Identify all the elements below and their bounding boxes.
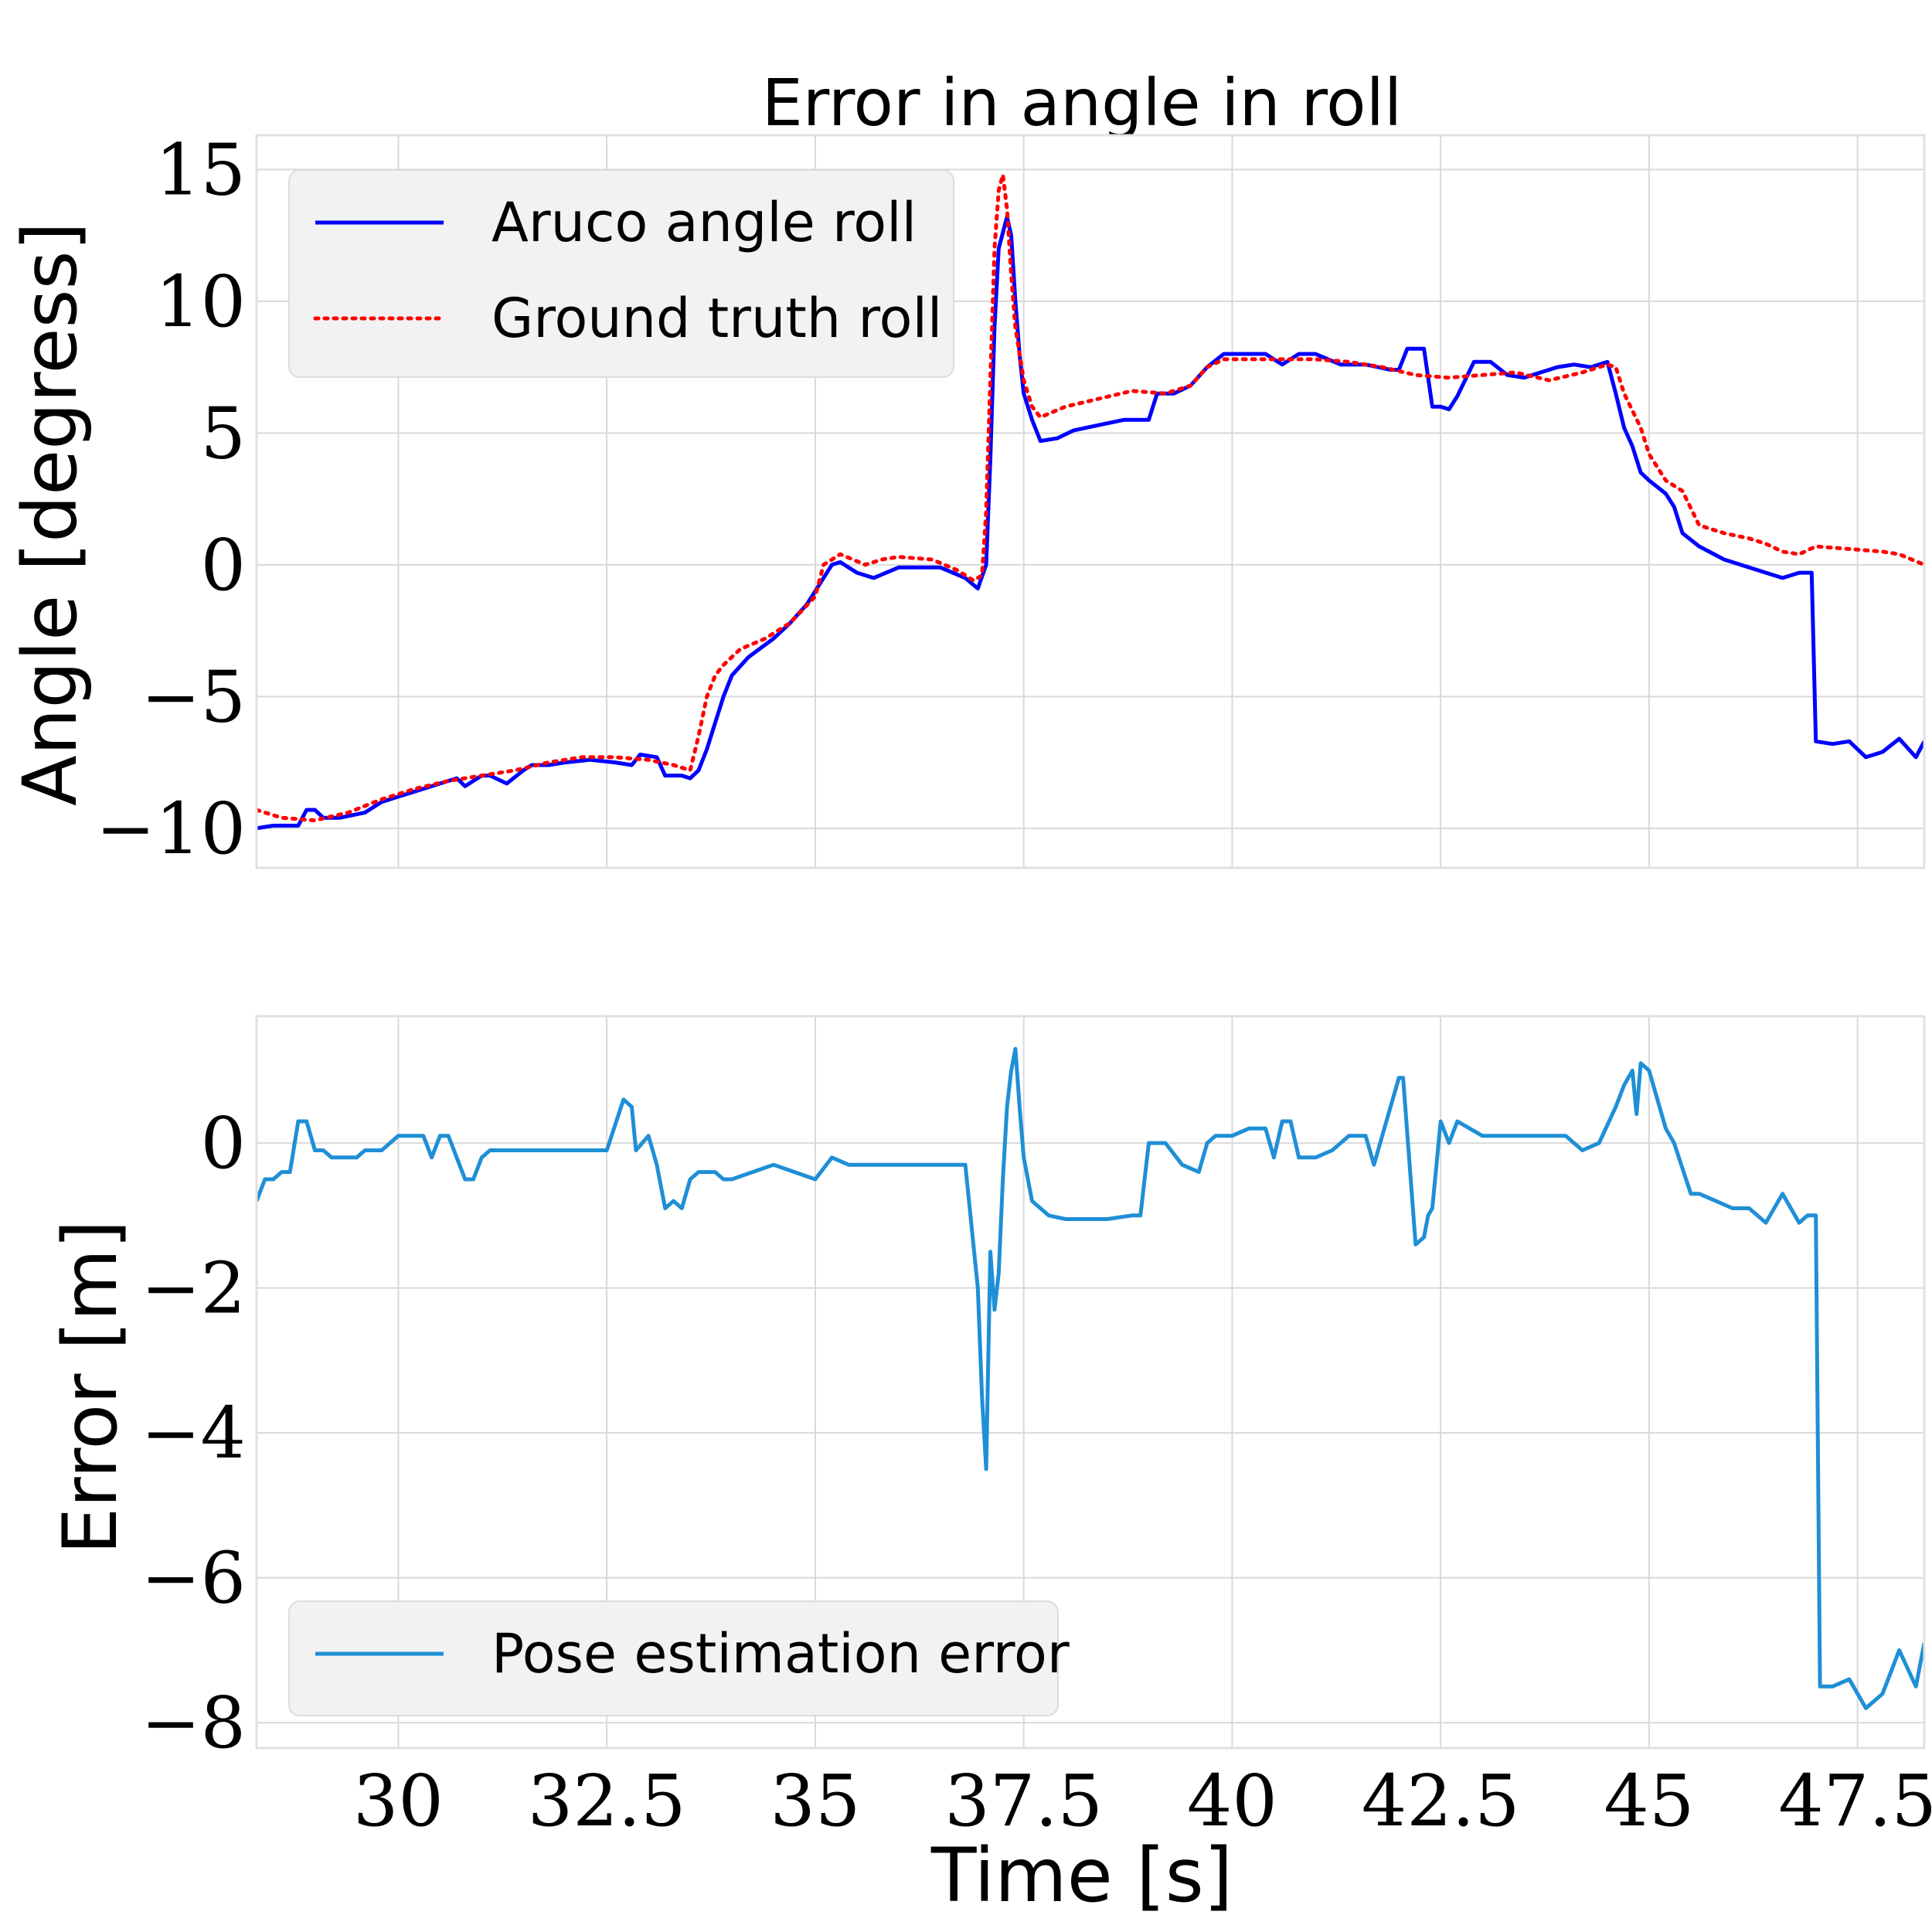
bottom-y-axis-label: Error [m] xyxy=(47,1220,134,1555)
x-tick-label: 30 xyxy=(353,1760,444,1842)
legend-box xyxy=(288,1600,1059,1716)
y-tick-label: 0 xyxy=(200,524,246,607)
legend-label: Aruco angle roll xyxy=(492,191,917,254)
y-tick-label: 15 xyxy=(155,128,246,211)
top-plot-panel: −10 −5 0 5 10 15 Aruco angle roll Ground truth … xyxy=(96,128,1926,870)
x-tick-label: 35 xyxy=(770,1760,860,1842)
series-line-aruco-angle-roll xyxy=(257,215,1924,831)
y-tick-label: −5 xyxy=(141,655,246,738)
chart-title: Error in angle in roll xyxy=(762,65,1403,141)
x-tick-label: 37.5 xyxy=(944,1760,1103,1842)
y-tick-label: −8 xyxy=(141,1682,246,1764)
y-tick-label: −2 xyxy=(141,1247,246,1330)
y-tick-label: −4 xyxy=(141,1392,246,1475)
plot-frame xyxy=(255,1015,1926,1750)
x-tick-label: 42.5 xyxy=(1362,1760,1520,1842)
x-tick-label: 47.5 xyxy=(1778,1760,1932,1842)
bottom-plot-panel: 30 32.5 35 37.5 40 42.5 45 47.5 −8 −6 −4 −2 0 Pose es… xyxy=(141,1015,1932,1842)
y-tick-label: 0 xyxy=(200,1102,246,1185)
x-tick-label: 32.5 xyxy=(528,1760,686,1842)
x-tick-label: 40 xyxy=(1187,1760,1277,1842)
plot-frame xyxy=(255,134,1926,869)
legend-label: Ground truth roll xyxy=(492,287,942,350)
x-tick-label: 45 xyxy=(1604,1760,1694,1842)
y-tick-label: 10 xyxy=(155,260,246,343)
y-tick-label: −6 xyxy=(141,1537,246,1620)
series-line-pose-estimation-error xyxy=(257,1046,1924,1710)
x-axis-label: Time [s] xyxy=(930,1832,1233,1919)
y-tick-label: 5 xyxy=(200,392,246,474)
legend: Aruco angle roll Ground truth roll xyxy=(288,169,954,378)
top-y-axis-label: Angle [degress] xyxy=(7,222,94,806)
legend-label: Pose estimation error xyxy=(492,1622,1070,1685)
series-line-ground-truth-roll xyxy=(257,172,1924,823)
legend-box xyxy=(288,169,954,378)
legend: Pose estimation error xyxy=(288,1600,1070,1716)
y-tick-label: −10 xyxy=(96,787,246,870)
